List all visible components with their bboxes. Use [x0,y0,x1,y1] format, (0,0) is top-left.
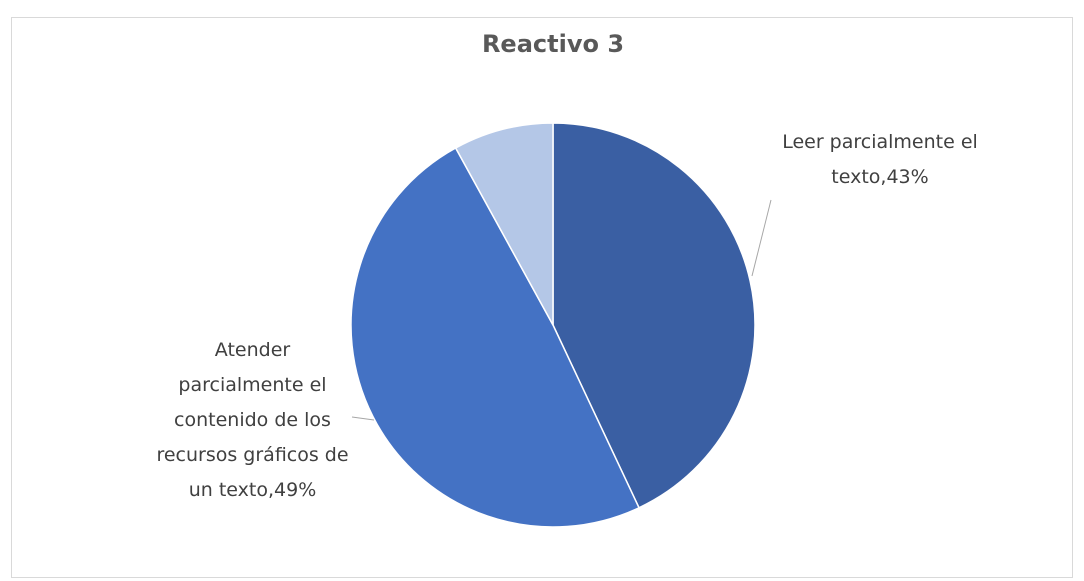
data-label: Leer parcialmente el texto,43% [775,125,985,195]
chart-title: Reactivo 3 [482,30,624,58]
label-separator: , [267,479,275,501]
leader-line [351,416,375,421]
value-label: 49% [274,479,317,501]
category-label: Leer parcialmente el texto [782,131,978,188]
pie-slice [454,122,554,326]
leader-line [751,199,772,277]
pie [350,122,756,528]
category-label: Atender parcialmente el contenido de los… [156,339,349,501]
pie-slice [552,122,756,509]
label-separator: , [880,166,887,188]
pie-slice [350,146,641,528]
data-label: Atender parcialmente el contenido de los… [150,333,355,508]
value-label: 43% [886,166,929,188]
